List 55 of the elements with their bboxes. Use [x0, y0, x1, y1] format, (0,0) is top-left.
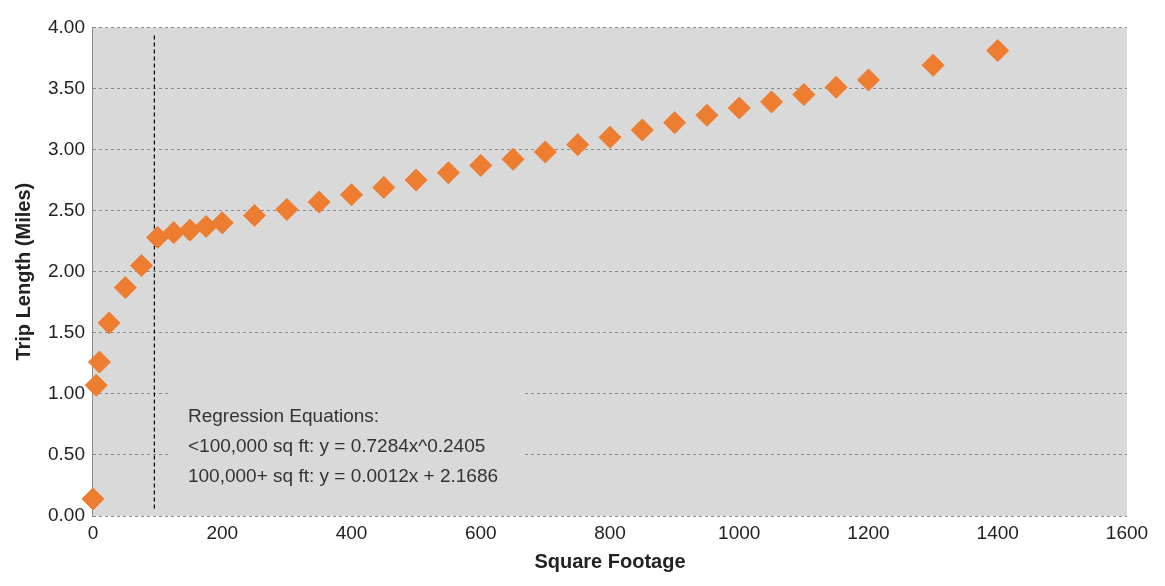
- point: [663, 111, 687, 135]
- x-axis-title: Square Footage: [534, 549, 686, 572]
- y-tick-label: 0.50: [48, 443, 85, 465]
- x-tick-label: 600: [464, 521, 497, 543]
- x-tick-label: 800: [594, 521, 626, 543]
- point: [146, 226, 170, 249]
- y-tick-label: 3.50: [48, 76, 85, 98]
- x-tick-label: 0: [87, 521, 99, 543]
- point: [243, 204, 267, 228]
- y-tick-label: 3.00: [48, 137, 85, 159]
- x-tick-label: 1200: [847, 521, 890, 543]
- point: [339, 183, 363, 207]
- y-tick-label: 1.50: [48, 321, 85, 343]
- point: [566, 133, 590, 157]
- point: [921, 53, 945, 77]
- point: [857, 68, 880, 92]
- point: [986, 39, 1010, 63]
- y-tick-label: 1.00: [48, 382, 85, 404]
- point: [372, 175, 396, 199]
- point: [501, 147, 525, 171]
- point: [178, 218, 202, 242]
- y-tick-label: 0.00: [48, 504, 85, 526]
- point: [469, 153, 493, 177]
- point: [727, 96, 751, 120]
- x-tick-label: 1600: [1105, 521, 1149, 543]
- point: [87, 350, 111, 374]
- x-tick-label: 1400: [976, 521, 1019, 543]
- point: [598, 125, 622, 149]
- point: [210, 211, 234, 235]
- point: [84, 373, 108, 397]
- x-tick-label: 1000: [718, 521, 761, 543]
- annotation: 100,000+ sq ft: y = 0.0012x + 2.1686: [187, 465, 499, 487]
- point: [630, 118, 654, 142]
- point: [792, 83, 816, 107]
- y-tick-label: 2.00: [48, 259, 85, 281]
- point: [436, 161, 460, 185]
- point: [533, 140, 557, 164]
- point: [113, 276, 137, 300]
- y-tick-label: 2.50: [48, 198, 85, 220]
- point: [760, 90, 784, 114]
- point: [162, 221, 186, 245]
- annotation: <100,000 sq ft: y = 0.7284x^0.2405: [187, 435, 486, 457]
- point: [695, 103, 719, 127]
- point: [404, 168, 428, 192]
- y-tick-label: 4.00: [48, 15, 85, 37]
- annotation: Regression Equations:: [187, 405, 380, 427]
- point: [97, 311, 121, 335]
- point: [129, 254, 153, 278]
- point: [275, 197, 299, 221]
- point: [824, 75, 848, 99]
- y-axis-title: Trip Length (Miles): [11, 182, 34, 361]
- point: [194, 215, 218, 239]
- point: [307, 190, 331, 214]
- x-tick-label: 400: [335, 521, 368, 543]
- x-tick-label: 200: [206, 521, 239, 543]
